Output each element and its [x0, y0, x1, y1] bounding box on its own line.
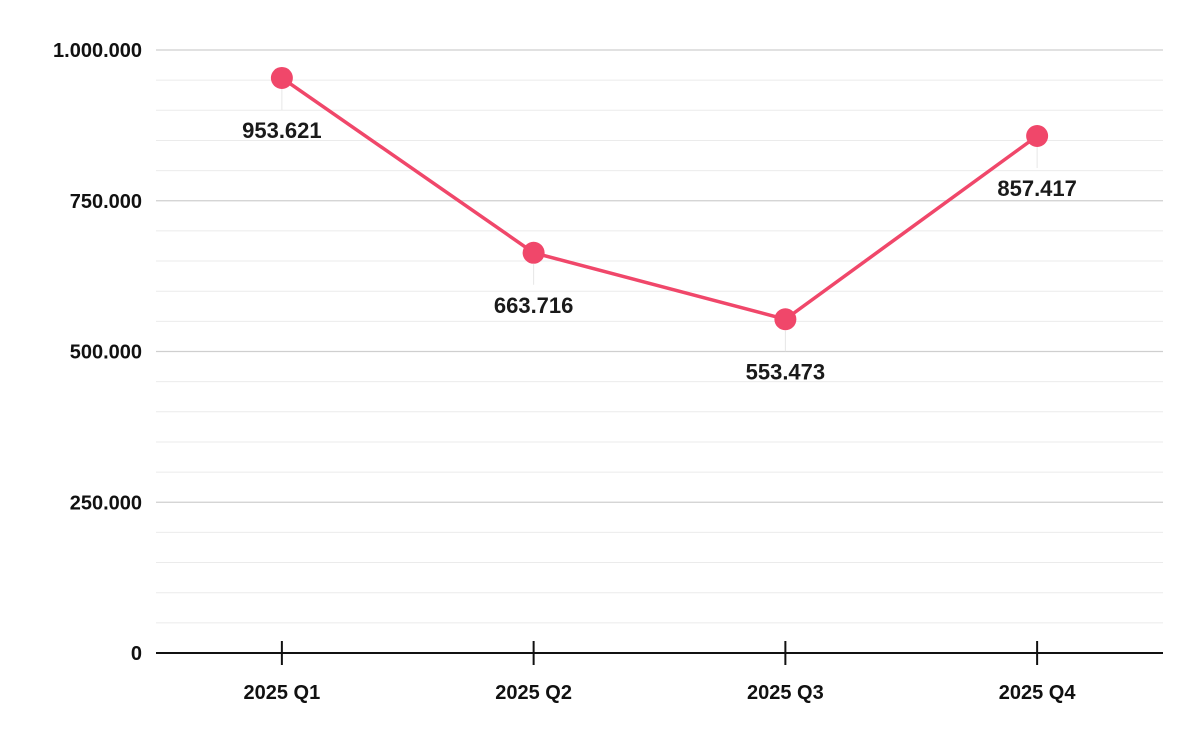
x-tick-label: 2025 Q3	[747, 682, 824, 704]
data-label: 553.473	[746, 359, 826, 384]
data-label: 663.716	[494, 293, 574, 318]
y-tick-label: 750.000	[70, 191, 142, 213]
data-label: 857.417	[997, 176, 1077, 201]
series-line	[280, 76, 1039, 322]
y-axis: 0 250.000 500.000 750.000 1.000.000	[53, 40, 142, 665]
major-gridlines	[156, 49, 1163, 503]
y-tick-label: 500.000	[70, 342, 142, 364]
data-labels: 953.621 663.716 553.473 857.417	[242, 88, 1077, 384]
x-tick-label: 2025 Q4	[999, 682, 1077, 704]
y-tick-label: 250.000	[70, 492, 142, 514]
data-point	[270, 66, 293, 89]
data-point	[774, 308, 797, 331]
x-tick-label: 2025 Q1	[244, 682, 321, 704]
series	[270, 66, 1049, 331]
x-tick-label: 2025 Q2	[495, 682, 572, 704]
data-label: 953.621	[242, 118, 322, 143]
data-point	[522, 241, 545, 264]
data-point	[1026, 124, 1049, 147]
x-axis: 2025 Q1 2025 Q2 2025 Q3 2025 Q4	[156, 641, 1163, 704]
minor-gridlines	[156, 79, 1163, 624]
y-tick-label: 0	[131, 643, 142, 665]
y-tick-label: 1.000.000	[53, 40, 142, 62]
